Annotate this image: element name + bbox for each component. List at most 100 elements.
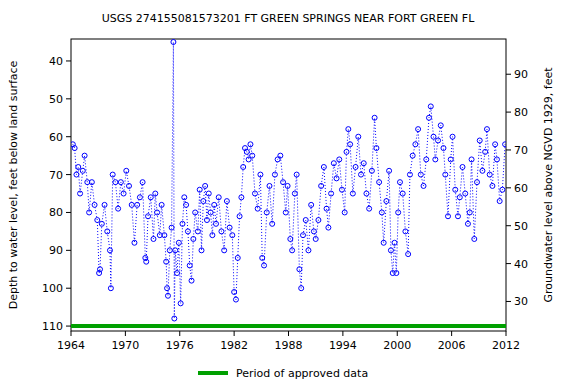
data-point xyxy=(258,172,263,177)
data-point xyxy=(426,115,431,120)
data-point xyxy=(446,214,451,219)
x-tick-label: 1976 xyxy=(166,339,194,352)
data-point xyxy=(208,210,213,215)
y2-tick xyxy=(506,263,511,264)
data-point xyxy=(189,278,194,283)
data-point xyxy=(480,168,485,173)
data-point xyxy=(210,233,215,238)
y2-tick xyxy=(506,301,511,302)
data-point xyxy=(397,180,402,185)
data-point xyxy=(105,229,110,234)
data-point xyxy=(121,191,126,196)
x-tick xyxy=(234,331,235,336)
data-point xyxy=(76,165,81,170)
title: USGS 274155081573201 FT GREEN SPRINGS NE… xyxy=(102,12,475,25)
data-point xyxy=(129,202,134,207)
data-point xyxy=(89,180,94,185)
data-point xyxy=(472,236,477,241)
y-tick xyxy=(66,288,71,289)
data-point xyxy=(167,248,172,253)
data-point xyxy=(206,191,211,196)
y-tick xyxy=(66,212,71,213)
data-point xyxy=(418,172,423,177)
data-point xyxy=(346,127,351,132)
data-point xyxy=(359,172,364,177)
x-tick-label: 1988 xyxy=(275,339,303,352)
data-point xyxy=(244,149,249,154)
x-tick xyxy=(506,331,507,336)
data-point xyxy=(490,183,495,188)
data-point xyxy=(441,146,446,151)
data-point xyxy=(292,191,297,196)
data-point xyxy=(175,271,180,276)
data-point xyxy=(262,263,267,268)
data-point xyxy=(118,180,123,185)
data-point xyxy=(151,236,156,241)
data-point xyxy=(400,191,405,196)
x-tick-label: 1964 xyxy=(57,339,85,352)
data-point xyxy=(407,172,412,177)
data-point xyxy=(493,142,498,147)
y-tick-label: 100 xyxy=(42,282,63,295)
data-point xyxy=(99,221,104,226)
data-point xyxy=(321,165,326,170)
y-tick xyxy=(66,60,71,61)
y2-tick-label: 90 xyxy=(514,68,528,81)
data-point xyxy=(182,195,187,200)
data-point xyxy=(388,248,393,253)
data-point xyxy=(428,104,433,109)
plot-marks xyxy=(71,40,506,327)
data-point xyxy=(294,172,299,177)
data-point xyxy=(497,199,502,204)
data-point xyxy=(301,233,306,238)
y2-label: Groundwater level above NGVD 1929, feet xyxy=(542,67,555,303)
data-point xyxy=(438,123,443,128)
data-point xyxy=(288,236,293,241)
data-point xyxy=(450,134,455,139)
data-point xyxy=(195,229,200,234)
data-point xyxy=(250,153,255,158)
x-tick-label: 1994 xyxy=(329,339,357,352)
data-point xyxy=(201,199,206,204)
chart: USGS 274155081573201 FT GREEN SPRINGS NE… xyxy=(0,0,576,384)
data-point xyxy=(108,286,113,291)
y2-tick-label: 70 xyxy=(514,144,528,157)
data-point xyxy=(140,180,145,185)
data-point xyxy=(184,202,189,207)
data-point xyxy=(353,165,358,170)
data-point xyxy=(424,157,429,162)
legend-swatch xyxy=(198,371,228,375)
data-point xyxy=(337,157,342,162)
data-point xyxy=(467,210,472,215)
y2-tick xyxy=(506,74,511,75)
data-point xyxy=(361,161,366,166)
y2-tick xyxy=(506,225,511,226)
data-point xyxy=(191,236,196,241)
data-point xyxy=(235,255,240,260)
data-point xyxy=(212,202,217,207)
data-point xyxy=(281,180,286,185)
y-tick-label: 40 xyxy=(49,55,63,68)
data-point xyxy=(431,134,436,139)
data-point xyxy=(155,210,160,215)
data-point xyxy=(172,316,177,321)
data-point xyxy=(448,157,453,162)
data-point xyxy=(329,191,334,196)
data-point xyxy=(237,214,242,219)
data-point xyxy=(148,195,153,200)
data-point xyxy=(203,183,208,188)
data-point xyxy=(102,202,107,207)
data-point xyxy=(173,248,178,253)
data-point xyxy=(303,218,308,223)
data-point xyxy=(232,289,237,294)
data-point xyxy=(216,195,221,200)
data-point xyxy=(74,172,79,177)
data-point xyxy=(171,40,176,45)
data-point xyxy=(406,252,411,257)
data-point xyxy=(484,127,489,132)
data-point xyxy=(396,210,401,215)
data-point xyxy=(80,168,85,173)
data-point xyxy=(162,233,167,238)
data-point xyxy=(463,191,468,196)
data-point xyxy=(165,293,170,298)
